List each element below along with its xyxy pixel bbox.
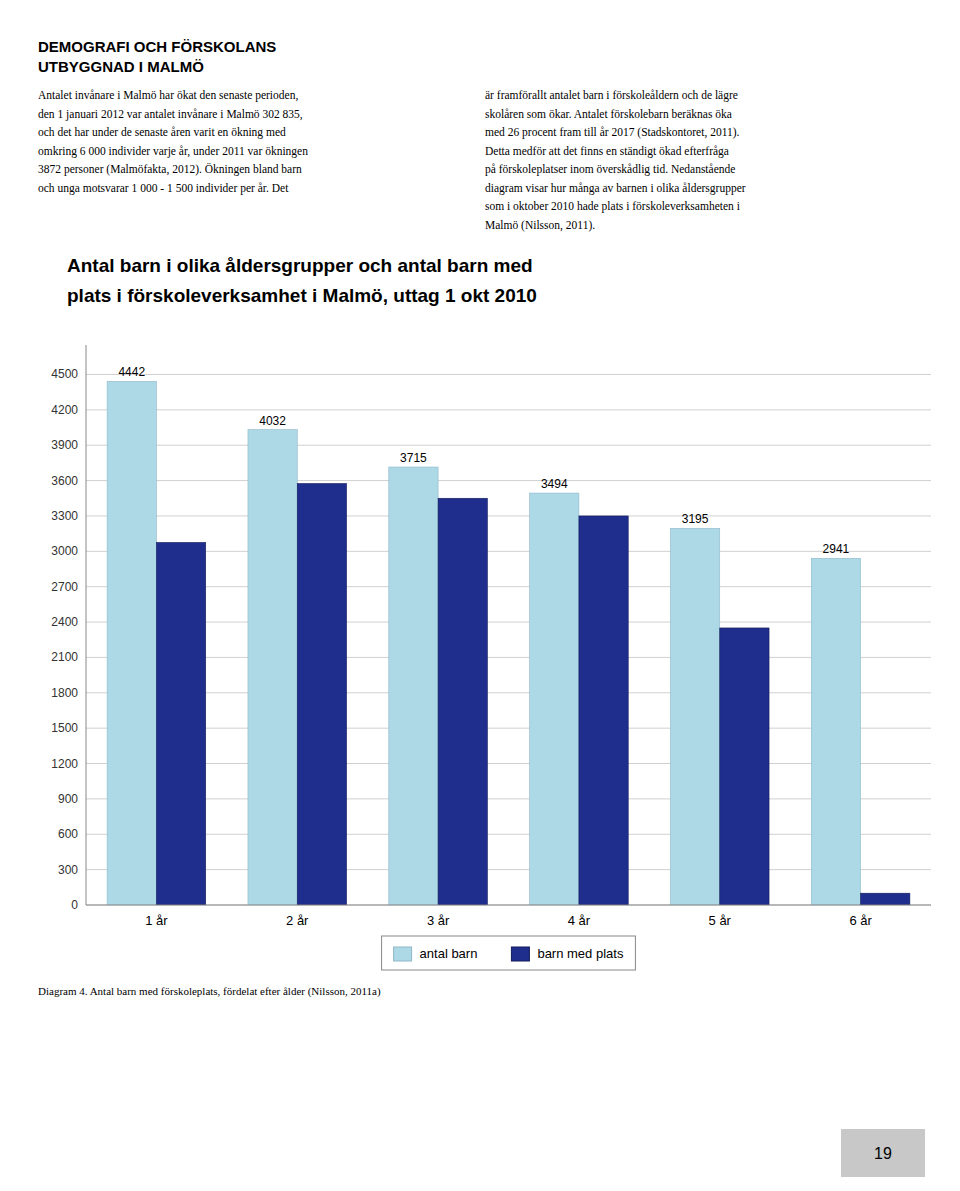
- body-text: den 1 januari 2012 var antalet invånare …: [38, 108, 303, 121]
- bar: [530, 493, 579, 905]
- y-tick-label: 1500: [51, 721, 78, 735]
- y-tick-label: 3900: [51, 438, 78, 452]
- grid-line: [86, 869, 931, 870]
- page-number: 19: [874, 1145, 892, 1162]
- y-tick-label: 0: [71, 898, 78, 912]
- data-label: 3195: [682, 512, 709, 526]
- grid-line: [86, 692, 931, 693]
- bar: [438, 498, 487, 905]
- caption: Diagram 4. Antal barn med förskoleplats,…: [38, 985, 381, 998]
- chart-title: plats i förskoleverksamhet i Malmö, utta…: [67, 285, 537, 306]
- legend-swatch: [394, 947, 412, 961]
- bar: [861, 893, 910, 905]
- bar: [720, 628, 769, 905]
- body-text: på förskoleplatser inom överskådlig tid.…: [485, 163, 735, 176]
- body-text: 3872 personer (Malmöfakta, 2012). Ökning…: [38, 162, 302, 176]
- grid-line: [86, 515, 931, 516]
- body-text: med 26 procent fram till år 2017 (Stadsk…: [485, 126, 740, 139]
- grid-line: [86, 798, 931, 799]
- y-tick-label: 2700: [51, 580, 78, 594]
- grid-line: [86, 622, 931, 623]
- data-label: 3715: [400, 451, 427, 465]
- bar: [248, 430, 297, 905]
- grid-line: [86, 834, 931, 835]
- grid-line: [86, 905, 931, 906]
- data-labels: 4442 4032 3715 3494 3195 2941: [118, 365, 849, 556]
- body-text: och unga motsvarar 1 000 - 1 500 individ…: [38, 182, 289, 195]
- legend-swatch: [511, 947, 529, 961]
- bar: [579, 516, 628, 905]
- header-title: DEMOGRAFI OCH FÖRSKOLANS: [38, 38, 276, 55]
- grid-line: [86, 586, 931, 587]
- x-tick-label: 1 år: [145, 913, 168, 928]
- y-axis-line: [86, 345, 87, 905]
- data-label: 4032: [259, 414, 286, 428]
- bar: [670, 528, 719, 905]
- y-tick-label: 900: [58, 792, 78, 806]
- body-text: och det har under de senaste åren varit …: [38, 126, 286, 139]
- body-text: Antalet invånare i Malmö har ökat den se…: [38, 89, 298, 102]
- legend: antal barn barn med plats: [382, 936, 636, 970]
- data-label: 4442: [118, 365, 145, 379]
- y-tick-label: 1800: [51, 686, 78, 700]
- body-text: omkring 6 000 individer varje år, under …: [38, 145, 308, 158]
- background: [0, 0, 960, 1191]
- grid-line: [86, 374, 931, 375]
- bar: [156, 542, 205, 905]
- header-title: UTBYGGNAD I MALMÖ: [38, 58, 204, 75]
- y-axis: 0 300 600 900 1200 1500 1800 2100 2400 2700 3000 33…: [51, 367, 931, 912]
- x-tick-label: 6 år: [849, 913, 872, 928]
- y-tick-label: 3000: [51, 544, 78, 558]
- x-tick-label: 3 år: [427, 913, 450, 928]
- page: DEMOGRAFI OCH FÖRSKOLANS UTBYGGNAD I MALM…: [0, 0, 960, 1191]
- legend-label: antal barn: [420, 946, 478, 961]
- data-label: 2941: [823, 542, 850, 556]
- body-text: diagram visar hur många av barnen i olik…: [485, 182, 746, 195]
- y-tick-label: 2100: [51, 650, 78, 664]
- bar: [389, 467, 438, 905]
- body-text: skolåren som ökar. Antalet förskolebarn …: [485, 108, 732, 120]
- grid-line: [86, 480, 931, 481]
- page-number-box: [841, 1129, 925, 1177]
- y-tick-label: 4200: [51, 403, 78, 417]
- y-tick-label: 3300: [51, 509, 78, 523]
- grid-line: [86, 763, 931, 764]
- data-label: 3494: [541, 477, 568, 491]
- body-text: Malmö (Nilsson, 2011).: [485, 219, 595, 232]
- y-tick-label: 1200: [51, 757, 78, 771]
- legend-box: [382, 936, 636, 970]
- x-axis-line: [86, 905, 931, 906]
- y-tick-label: 2400: [51, 615, 78, 629]
- bar: [811, 558, 860, 905]
- grid-line: [86, 657, 931, 658]
- bar: [297, 484, 346, 905]
- body-text: som i oktober 2010 hade plats i förskole…: [485, 200, 740, 213]
- x-tick-label: 5 år: [709, 913, 732, 928]
- legend-label: barn med plats: [537, 946, 623, 961]
- bars: [107, 381, 910, 905]
- y-tick-label: 4500: [51, 367, 78, 381]
- chart-title: Antal barn i olika åldersgrupper och ant…: [67, 255, 533, 276]
- y-tick-label: 300: [58, 863, 78, 877]
- x-tick-label: 2 år: [286, 913, 309, 928]
- bar: [107, 381, 156, 905]
- grid-line: [86, 728, 931, 729]
- grid-line: [86, 551, 931, 552]
- y-tick-label: 600: [58, 827, 78, 841]
- body-text: är framförallt antalet barn i förskoleål…: [485, 89, 738, 102]
- y-tick-label: 3600: [51, 474, 78, 488]
- x-tick-label: 4 år: [568, 913, 591, 928]
- grid-line: [86, 445, 931, 446]
- body-text: Detta medför att det finns en ständigt ö…: [485, 145, 729, 158]
- grid-line: [86, 409, 931, 410]
